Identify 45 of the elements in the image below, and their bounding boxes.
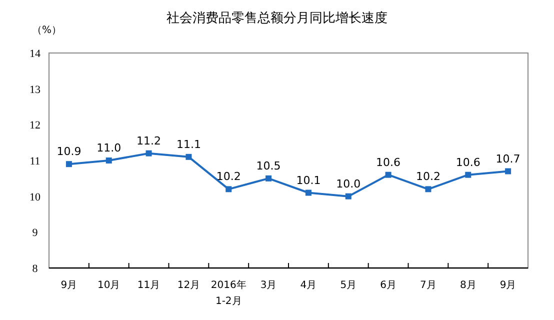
data-label: 11.1	[176, 138, 201, 151]
chart-title: 社会消费品零售总额分月同比增长速度	[166, 10, 388, 26]
point	[305, 190, 312, 196]
x-tick-label: 6月	[380, 280, 396, 291]
y-tick-label: 11	[30, 156, 40, 168]
x-tick-label: 12月	[177, 280, 200, 291]
data-label: 11.0	[96, 142, 122, 154]
point	[146, 150, 152, 156]
data-label: 10.2	[216, 170, 241, 184]
x-tick-label: 8月	[460, 280, 476, 291]
point	[425, 186, 432, 192]
y-tick-label: 10	[30, 191, 41, 204]
data-label: 10.0	[336, 177, 361, 190]
y-tick-label: 12	[30, 120, 40, 132]
data-label: 10.1	[296, 174, 321, 187]
x-tick-label: 11月	[137, 280, 160, 291]
data-label: 10.6	[376, 156, 401, 169]
data-label: 10.2	[416, 170, 440, 184]
data-label: 10.5	[256, 159, 281, 172]
x-tick-label: 9月	[500, 280, 516, 291]
data-label: 10.6	[456, 156, 480, 169]
x-tick-label: 10月	[98, 280, 120, 291]
point	[505, 168, 512, 174]
y-tick-label: 14	[30, 48, 41, 60]
x-tick-label: 2016年 1-2月	[210, 279, 246, 307]
x-tick-label: 5月	[340, 280, 357, 291]
point	[266, 175, 272, 182]
point	[465, 172, 472, 178]
x-tick-label: 9月	[60, 280, 78, 291]
y-axis-title: （%）	[32, 25, 62, 36]
y-tick-label: 9	[32, 227, 38, 240]
data-label: 10.7	[496, 152, 520, 166]
point	[106, 158, 112, 164]
point	[66, 161, 72, 168]
x-tick-label: 7月	[420, 280, 436, 291]
x-tick-label: 3月	[260, 280, 277, 291]
point	[226, 186, 232, 192]
point	[345, 193, 352, 200]
y-tick-label: 13	[30, 84, 41, 96]
x-tick-label: 4月	[300, 280, 317, 291]
y-tick-label: 8	[32, 263, 38, 275]
data-label: 10.9	[56, 145, 82, 158]
point	[186, 154, 192, 160]
data-label: 11.2	[136, 134, 162, 148]
point	[385, 172, 392, 178]
